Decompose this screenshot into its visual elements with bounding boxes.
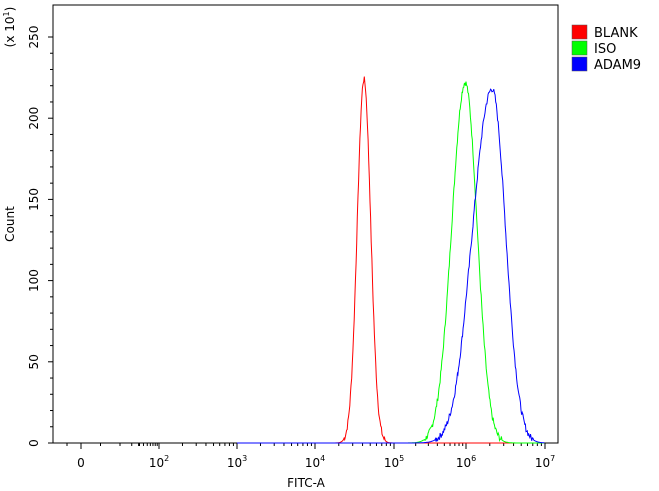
- y-tick-label: 150: [27, 188, 41, 211]
- y-tick-label: 100: [27, 269, 41, 292]
- x-tick-label: 106: [456, 454, 476, 470]
- plot-frame: [52, 4, 559, 444]
- x-tick-label: 0: [77, 456, 85, 470]
- x-axis-title: FITC-A: [287, 476, 326, 490]
- y-axis-title: Count: [3, 206, 17, 242]
- legend-swatch-adam9: [571, 56, 588, 72]
- series-line-iso: [237, 81, 545, 444]
- series-line-blank: [237, 76, 545, 444]
- legend-label-blank: BLANK: [594, 26, 638, 41]
- x-tick-label: 104: [305, 454, 325, 470]
- legend-swatch-blank: [571, 24, 588, 40]
- legend-label-adam9: ADAM9: [594, 58, 641, 73]
- series-layer: [237, 76, 545, 444]
- legend-swatch-iso: [571, 40, 588, 56]
- y-tick-label: 0: [27, 439, 41, 447]
- y-tick-label: 250: [27, 26, 41, 49]
- x-tick-label: 103: [227, 454, 247, 470]
- x-tick-label: 105: [384, 454, 404, 470]
- y-axis: 0 50 100 150 200 250: [27, 26, 53, 447]
- legend-label-iso: ISO: [594, 42, 616, 57]
- x-tick-label: 107: [535, 454, 555, 470]
- y-tick-label: 50: [27, 354, 41, 369]
- y-multiplier-label: (x 101): [2, 7, 17, 48]
- x-axis: 0 102 103 104 105 106 107: [66, 443, 555, 470]
- x-tick-label: 102: [149, 454, 169, 470]
- y-tick-label: 200: [27, 107, 41, 130]
- series-line-adam9: [237, 88, 545, 444]
